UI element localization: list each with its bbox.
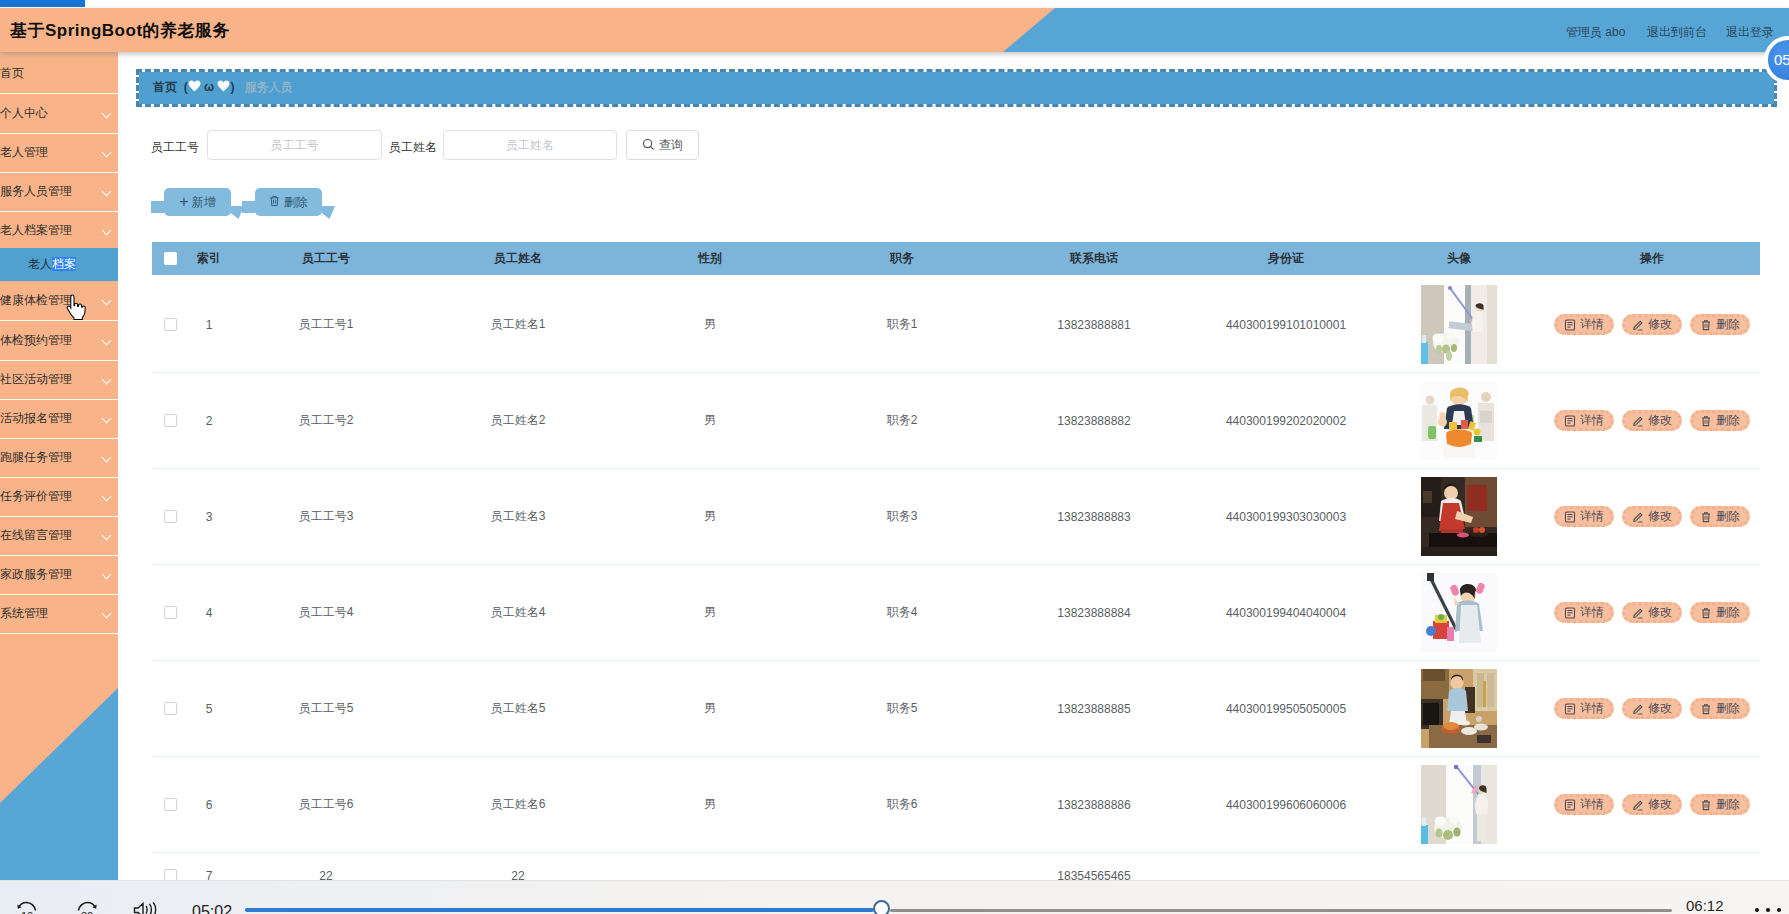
svg-text:10: 10: [21, 910, 33, 914]
svg-text:30: 30: [81, 910, 93, 914]
